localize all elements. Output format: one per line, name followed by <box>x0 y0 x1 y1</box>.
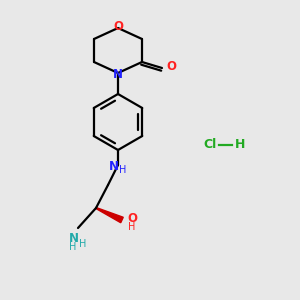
Text: H: H <box>69 242 77 252</box>
Text: N: N <box>69 232 79 245</box>
Text: O: O <box>166 61 176 74</box>
Text: H: H <box>79 239 87 249</box>
Text: H: H <box>235 139 245 152</box>
Text: H: H <box>119 165 127 175</box>
Text: Cl: Cl <box>203 139 217 152</box>
Text: N: N <box>109 160 119 172</box>
Text: O: O <box>113 20 123 34</box>
Text: O: O <box>127 212 137 224</box>
Polygon shape <box>96 208 123 223</box>
Text: H: H <box>128 222 136 232</box>
Text: N: N <box>113 68 123 80</box>
